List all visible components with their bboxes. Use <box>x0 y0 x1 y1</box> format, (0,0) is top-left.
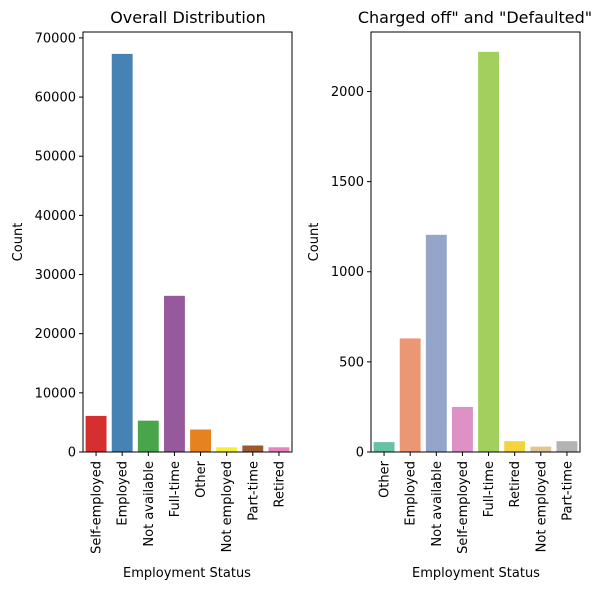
left-chart-ylabel: Count <box>11 223 26 262</box>
right-xtick-label: Part-time <box>560 461 575 521</box>
right-xtick-label: Other <box>378 460 393 498</box>
right-xtick-label: Employed <box>404 461 419 526</box>
left-xtick-label: Not employed <box>220 461 235 552</box>
left-ytick-label: 40000 <box>35 209 76 224</box>
left-ytick-label: 70000 <box>35 31 76 46</box>
right-chart-title: Charged off" and "Defaulted" <box>358 8 592 27</box>
left-ytick-label: 10000 <box>35 386 76 401</box>
left-xtick-label: Not available <box>142 461 157 547</box>
right-ytick-label: 2000 <box>331 85 364 100</box>
left-ytick-label: 0 <box>68 446 76 461</box>
left-xtick-label: Employed <box>116 461 131 526</box>
left-chart-xlabel: Employment Status <box>123 566 251 581</box>
left-chart-title: Overall Distribution <box>110 8 266 27</box>
left-ytick-label: 60000 <box>35 91 76 106</box>
left-xtick-label: Full-time <box>168 461 183 517</box>
right-chart-panel: Charged off" and "Defaulted" Employment … <box>307 8 592 581</box>
left-xtick-label: Self-employed <box>90 461 105 554</box>
right-xtick-label: Full-time <box>482 461 497 517</box>
left-bar-self-employed <box>85 415 107 452</box>
left-bar-other <box>190 429 212 452</box>
right-bar-not-available <box>425 234 447 452</box>
right-xtick-label: Not available <box>430 461 445 547</box>
right-bar-retired <box>504 441 526 452</box>
right-chart-ylabel: Count <box>307 223 322 262</box>
right-bar-other <box>373 442 395 452</box>
left-bar-part-time <box>242 445 264 452</box>
left-bar-not-employed <box>216 447 238 452</box>
right-bar-employed <box>399 338 421 452</box>
left-ytick-label: 30000 <box>35 268 76 283</box>
left-xtick-label: Part-time <box>246 461 261 521</box>
left-bar-employed <box>111 53 133 452</box>
right-bar-self-employed <box>451 406 473 452</box>
right-ytick-label: 1500 <box>331 175 364 190</box>
left-plot-frame <box>82 31 293 453</box>
left-xtick-label: Other <box>194 460 209 498</box>
right-bar-not-employed <box>530 446 552 452</box>
right-xtick-label: Not employed <box>534 461 549 552</box>
right-bar-part-time <box>556 441 578 452</box>
left-ytick-label: 20000 <box>35 327 76 342</box>
left-xtick-label: Retired <box>272 461 287 507</box>
left-bar-full-time <box>163 295 185 452</box>
left-chart-panel: Overall Distribution Employment Status C… <box>11 8 293 581</box>
left-bar-retired <box>268 447 290 452</box>
right-xtick-label: Self-employed <box>456 461 471 554</box>
left-ytick-label: 50000 <box>35 150 76 165</box>
right-xtick-label: Retired <box>508 461 523 507</box>
right-ytick-label: 500 <box>339 355 364 370</box>
right-plot-frame <box>370 31 581 453</box>
right-chart-xlabel: Employment Status <box>412 566 540 581</box>
right-ytick-label: 1000 <box>331 265 364 280</box>
right-ytick-label: 0 <box>356 446 364 461</box>
right-bar-full-time <box>478 51 500 452</box>
left-bar-not-available <box>137 420 159 452</box>
